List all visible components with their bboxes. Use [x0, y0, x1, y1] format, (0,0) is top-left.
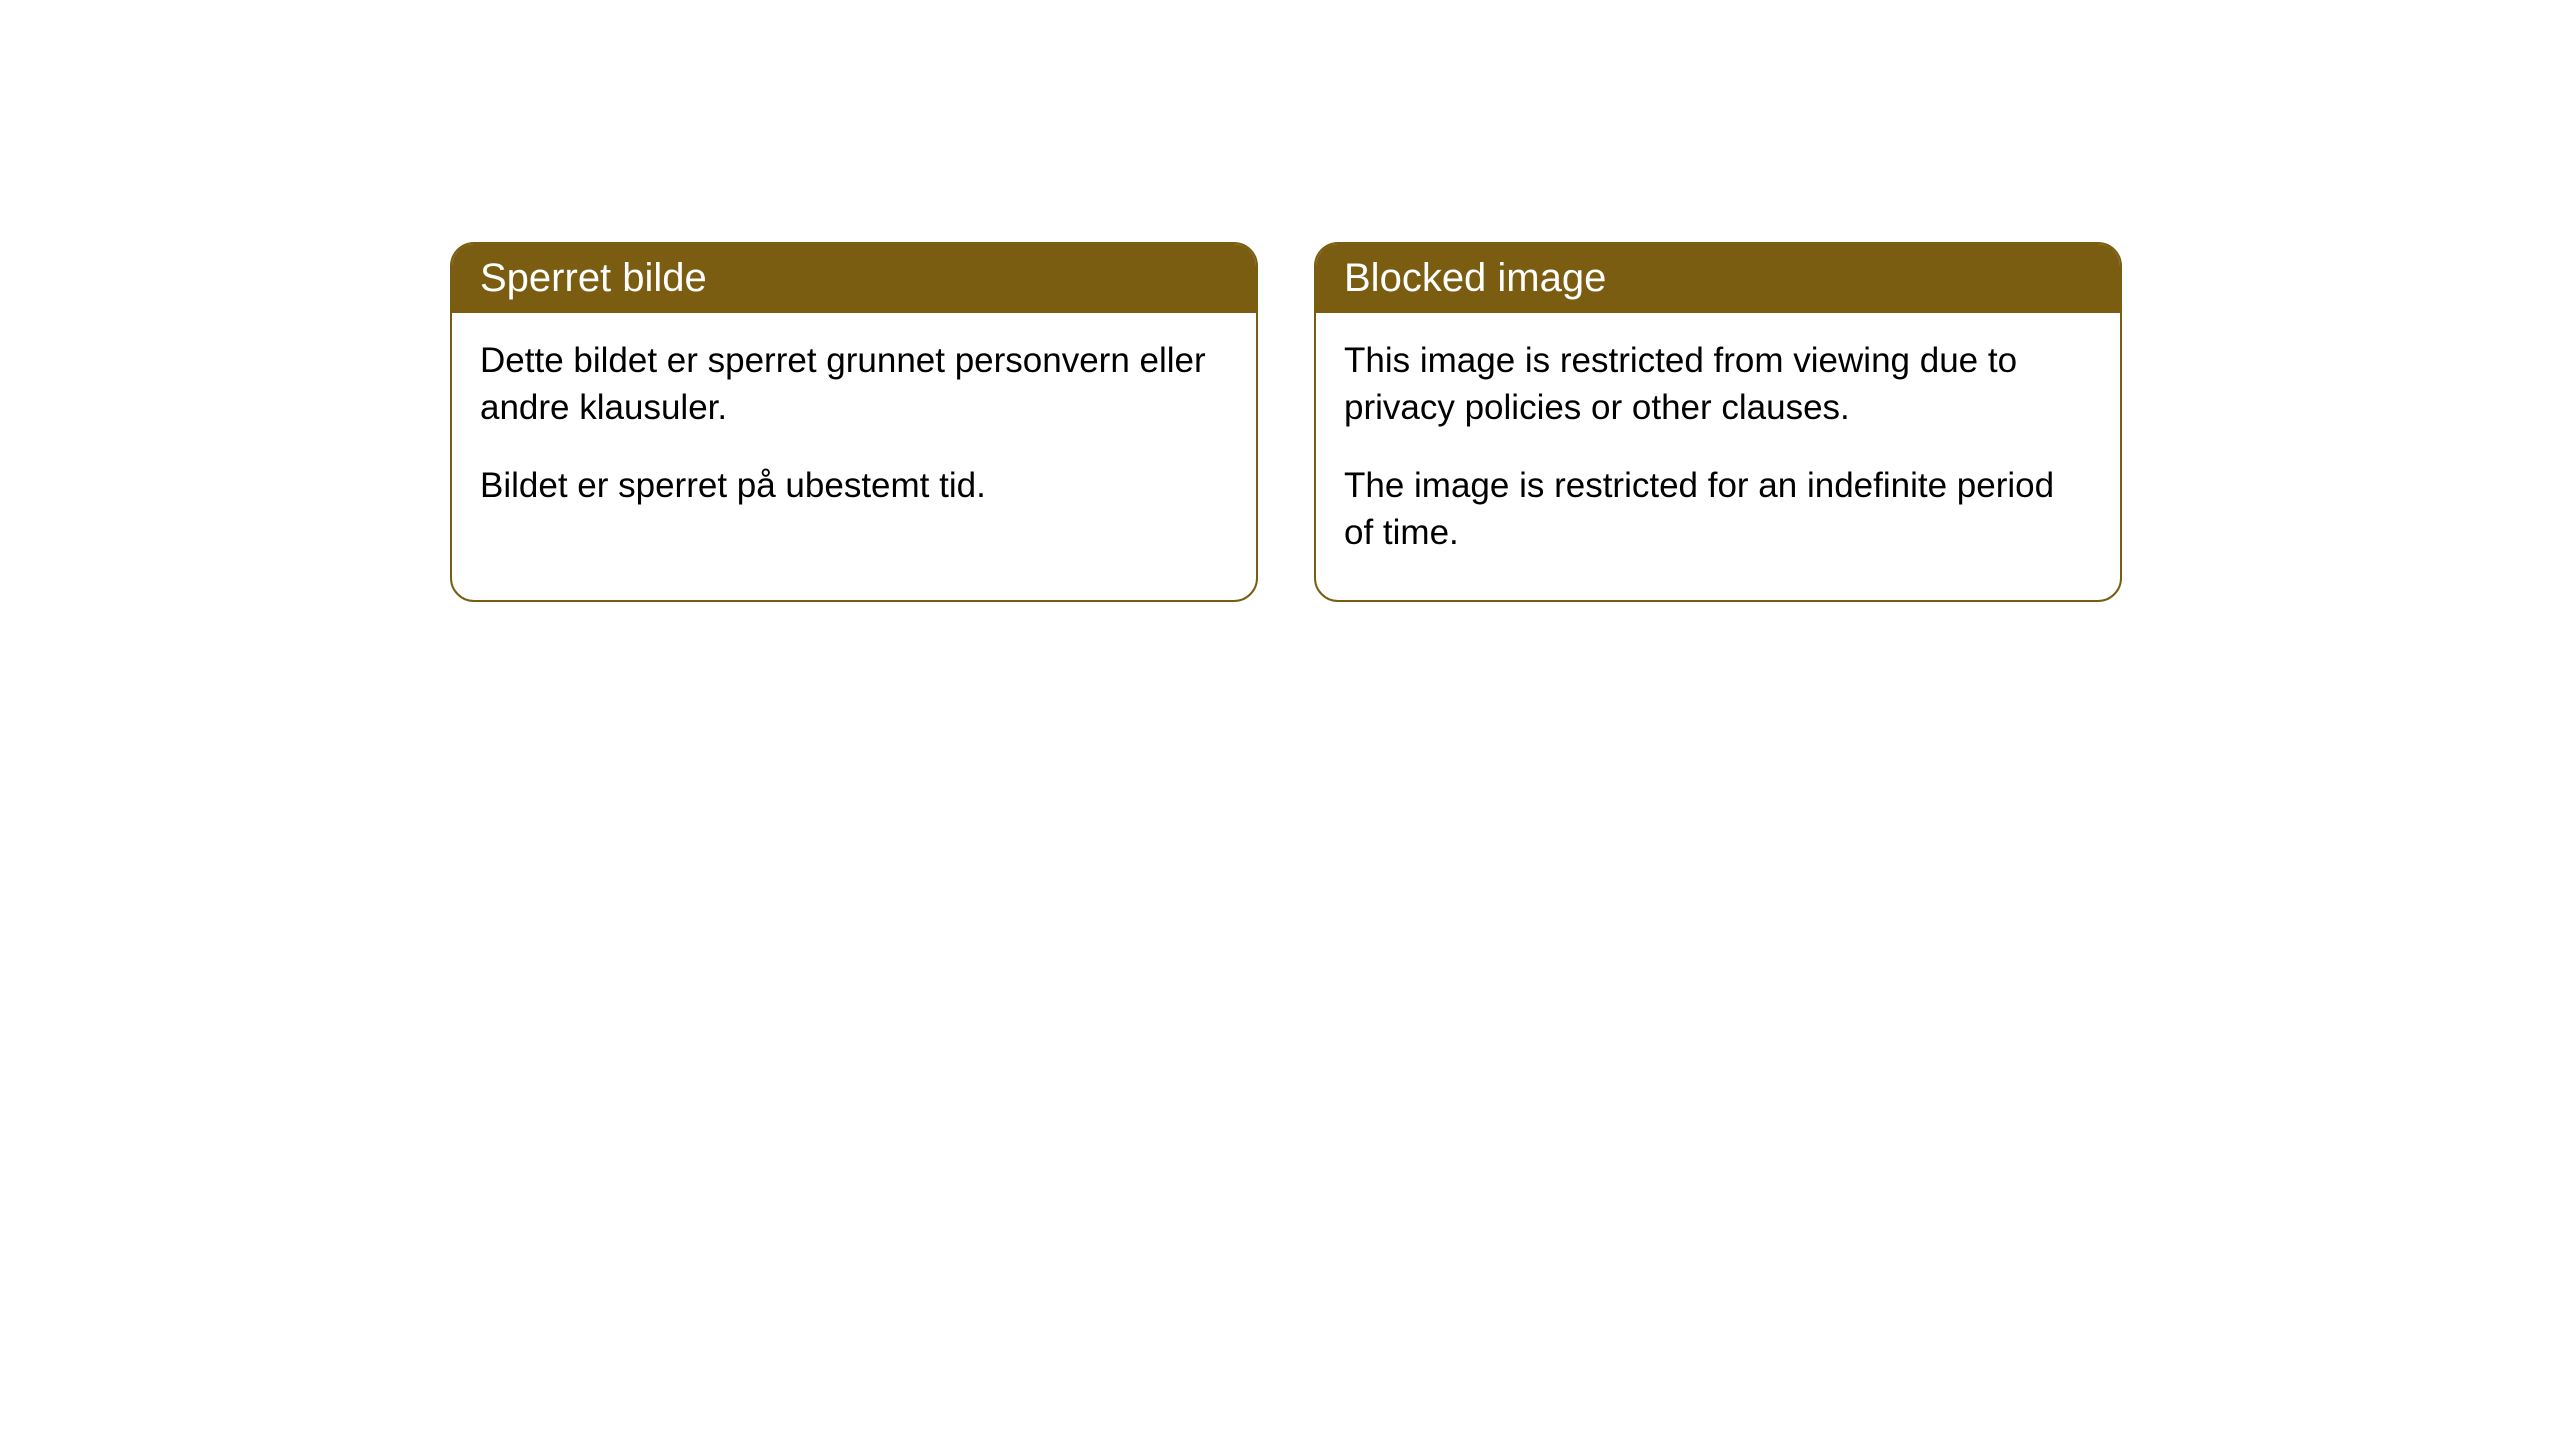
- card-paragraph: Dette bildet er sperret grunnet personve…: [480, 337, 1228, 432]
- blocked-image-card-norwegian: Sperret bilde Dette bildet er sperret gr…: [450, 242, 1258, 602]
- blocked-image-card-english: Blocked image This image is restricted f…: [1314, 242, 2122, 602]
- card-body: Dette bildet er sperret grunnet personve…: [452, 313, 1256, 553]
- card-paragraph: This image is restricted from viewing du…: [1344, 337, 2092, 432]
- notice-cards-container: Sperret bilde Dette bildet er sperret gr…: [450, 242, 2122, 602]
- card-header: Blocked image: [1316, 244, 2120, 313]
- card-header: Sperret bilde: [452, 244, 1256, 313]
- card-paragraph: The image is restricted for an indefinit…: [1344, 462, 2092, 557]
- card-paragraph: Bildet er sperret på ubestemt tid.: [480, 462, 1228, 509]
- card-title: Blocked image: [1344, 256, 1606, 300]
- card-title: Sperret bilde: [480, 256, 707, 300]
- card-body: This image is restricted from viewing du…: [1316, 313, 2120, 600]
